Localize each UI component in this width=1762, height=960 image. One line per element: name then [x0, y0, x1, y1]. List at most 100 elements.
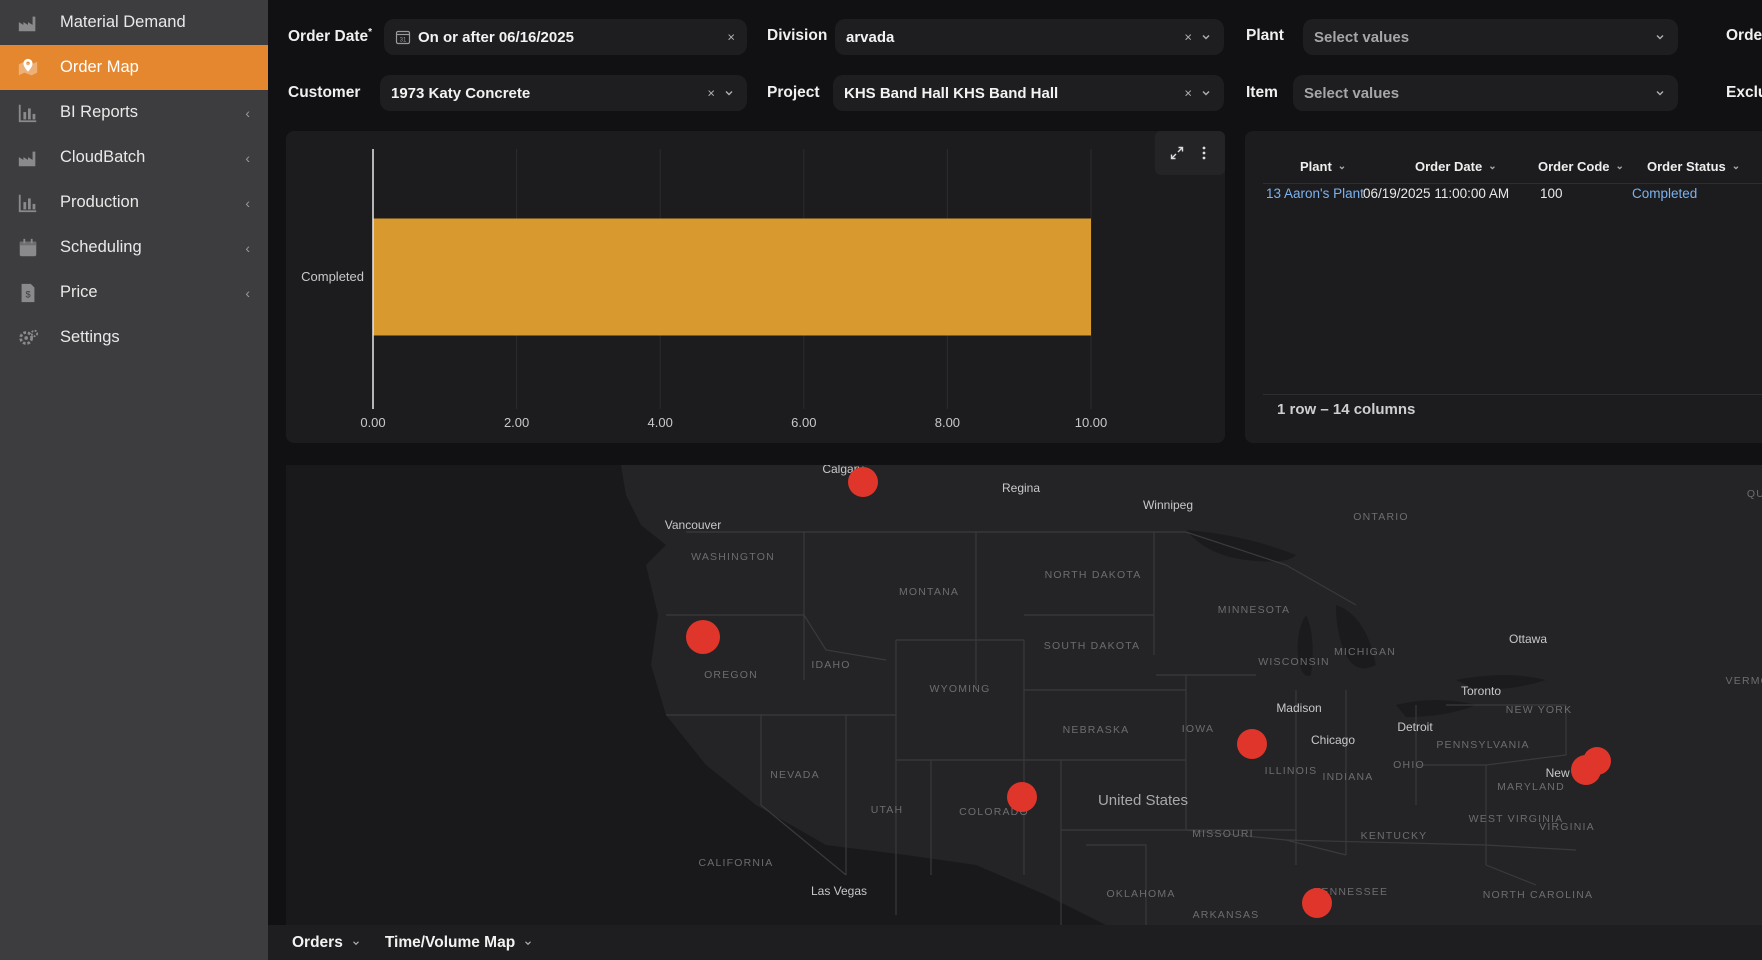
- x-tick-label: 2.00: [504, 415, 529, 430]
- chevron-down-icon[interactable]: [1200, 87, 1212, 99]
- svg-text:Regina: Regina: [1002, 481, 1040, 495]
- main-content: Order Date* 31 On or after 06/16/2025 × …: [268, 0, 1762, 960]
- item-placeholder: Select values: [1304, 84, 1400, 102]
- chevron-left-icon: ‹: [245, 104, 250, 121]
- svg-text:Vancouver: Vancouver: [665, 518, 721, 532]
- svg-text:MARYLAND: MARYLAND: [1497, 781, 1565, 793]
- svg-text:OKLAHOMA: OKLAHOMA: [1106, 888, 1175, 900]
- chevron-down-icon[interactable]: [1654, 31, 1666, 43]
- column-header-order-date[interactable]: Order Date ⌄: [1415, 159, 1497, 174]
- svg-text:NORTH DAKOTA: NORTH DAKOTA: [1045, 569, 1142, 581]
- svg-text:INDIANA: INDIANA: [1323, 771, 1374, 783]
- plant-placeholder: Select values: [1314, 28, 1410, 46]
- project-value: KHS Band Hall KHS Band Hall: [844, 84, 1059, 102]
- chevron-down-icon[interactable]: [1654, 87, 1666, 99]
- bottom-tabs-bar: Orders Time/Volume Map: [268, 925, 1762, 960]
- svg-text:COLORADO: COLORADO: [959, 806, 1029, 818]
- calendar-icon: [16, 236, 40, 260]
- svg-text:MONTANA: MONTANA: [899, 586, 959, 598]
- sidebar-item-production[interactable]: Production ‹: [0, 180, 268, 225]
- clear-icon[interactable]: ×: [1184, 85, 1192, 101]
- svg-text:NEBRASKA: NEBRASKA: [1063, 724, 1130, 736]
- bar[interactable]: [373, 218, 1091, 336]
- gear-icon: [16, 326, 40, 350]
- cell-order-status[interactable]: Completed: [1632, 186, 1698, 201]
- row-count: 1 row – 14 columns: [1277, 401, 1416, 418]
- map-canvas[interactable]: ONTARIO WASHINGTON MONTANA NORTH DAKOTA …: [286, 465, 1762, 925]
- sidebar-item-order-map[interactable]: Order Map: [0, 45, 268, 90]
- order-marker[interactable]: [1302, 888, 1332, 918]
- chevron-down-icon[interactable]: [1200, 31, 1212, 43]
- sidebar-item-label: BI Reports: [60, 103, 138, 121]
- sidebar-item-label: Scheduling: [60, 238, 142, 256]
- chevron-down-icon[interactable]: [723, 87, 735, 99]
- plant-filter[interactable]: Select values: [1303, 19, 1678, 55]
- svg-text:ONTARIO: ONTARIO: [1353, 511, 1408, 523]
- chevron-down-icon: ⌄: [1488, 161, 1497, 172]
- customer-filter[interactable]: 1973 Katy Concrete ×: [380, 75, 747, 111]
- division-filter[interactable]: arvada ×: [835, 19, 1224, 55]
- order-marker[interactable]: [1579, 754, 1603, 778]
- bar-chart-icon: [16, 101, 40, 125]
- factory-icon: [16, 11, 40, 35]
- column-header-order-code[interactable]: Order Code ⌄: [1538, 159, 1624, 174]
- sidebar-item-material-demand[interactable]: Material Demand: [0, 0, 268, 45]
- clear-icon[interactable]: ×: [727, 29, 735, 45]
- svg-text:NEVADA: NEVADA: [770, 769, 820, 781]
- svg-text:NEW YORK: NEW YORK: [1506, 704, 1573, 716]
- svg-text:OHIO: OHIO: [1393, 759, 1425, 771]
- order-marker[interactable]: [686, 620, 720, 654]
- header-divider: [1263, 183, 1762, 184]
- tab-orders[interactable]: Orders: [292, 934, 361, 952]
- sidebar-item-cloudbatch[interactable]: CloudBatch ‹: [0, 135, 268, 180]
- order-marker[interactable]: [1237, 729, 1267, 759]
- sidebar-item-scheduling[interactable]: Scheduling ‹: [0, 225, 268, 270]
- customer-value: 1973 Katy Concrete: [391, 84, 531, 102]
- chart-toolbar: [1155, 131, 1225, 175]
- cell-plant[interactable]: 13 Aaron's Plant: [1266, 186, 1364, 201]
- cell-order-code: 100: [1540, 186, 1563, 201]
- expand-icon[interactable]: [1167, 143, 1187, 163]
- order-marker[interactable]: [1007, 782, 1037, 812]
- chevron-left-icon: ‹: [245, 284, 250, 301]
- svg-text:ARKANSAS: ARKANSAS: [1193, 909, 1260, 921]
- chevron-down-icon: [352, 940, 359, 945]
- order-date-filter[interactable]: 31 On or after 06/16/2025 ×: [384, 19, 747, 55]
- bar-chart-icon: [16, 191, 40, 215]
- svg-text:WEST VIRGINIA: WEST VIRGINIA: [1469, 813, 1564, 825]
- column-header-order-status[interactable]: Order Status ⌄: [1647, 159, 1741, 174]
- clear-icon[interactable]: ×: [1184, 29, 1192, 45]
- division-value: arvada: [846, 28, 895, 46]
- svg-text:KENTUCKY: KENTUCKY: [1361, 830, 1428, 842]
- x-tick-label: 8.00: [935, 415, 960, 430]
- footer-divider: [1263, 394, 1762, 395]
- project-filter[interactable]: KHS Band Hall KHS Band Hall ×: [833, 75, 1224, 111]
- svg-text:PENNSYLVANIA: PENNSYLVANIA: [1436, 739, 1529, 751]
- item-filter[interactable]: Select values: [1293, 75, 1678, 111]
- svg-text:United States: United States: [1098, 792, 1188, 809]
- clear-icon[interactable]: ×: [707, 85, 715, 101]
- svg-text:UTAH: UTAH: [871, 804, 904, 816]
- sidebar-item-label: CloudBatch: [60, 148, 146, 166]
- plant-label: Plant: [1246, 27, 1284, 44]
- sidebar-item-price[interactable]: $ Price ‹: [0, 270, 268, 315]
- sidebar-item-label: Material Demand: [60, 13, 186, 31]
- tab-time-volume-map[interactable]: Time/Volume Map: [385, 934, 533, 952]
- svg-text:Calgary: Calgary: [822, 465, 863, 476]
- svg-text:Ottawa: Ottawa: [1509, 632, 1547, 646]
- order-date-label: Order Date*: [288, 27, 373, 46]
- svg-text:MISSOURI: MISSOURI: [1192, 828, 1254, 840]
- svg-text:$: $: [25, 289, 30, 299]
- more-options-icon[interactable]: [1194, 143, 1214, 163]
- sidebar-item-settings[interactable]: Settings: [0, 315, 268, 360]
- sidebar-item-label: Settings: [60, 328, 120, 346]
- order-marker[interactable]: [848, 467, 878, 497]
- x-tick-label: 6.00: [791, 415, 816, 430]
- x-tick-label: 4.00: [648, 415, 673, 430]
- column-header-plant[interactable]: Plant ⌄: [1300, 159, 1347, 174]
- order-map[interactable]: ONTARIO WASHINGTON MONTANA NORTH DAKOTA …: [286, 465, 1762, 925]
- sidebar-item-bi-reports[interactable]: BI Reports ‹: [0, 90, 268, 135]
- svg-text:Winnipeg: Winnipeg: [1143, 498, 1193, 512]
- svg-text:WISCONSIN: WISCONSIN: [1258, 656, 1329, 668]
- division-label: Division: [767, 27, 828, 44]
